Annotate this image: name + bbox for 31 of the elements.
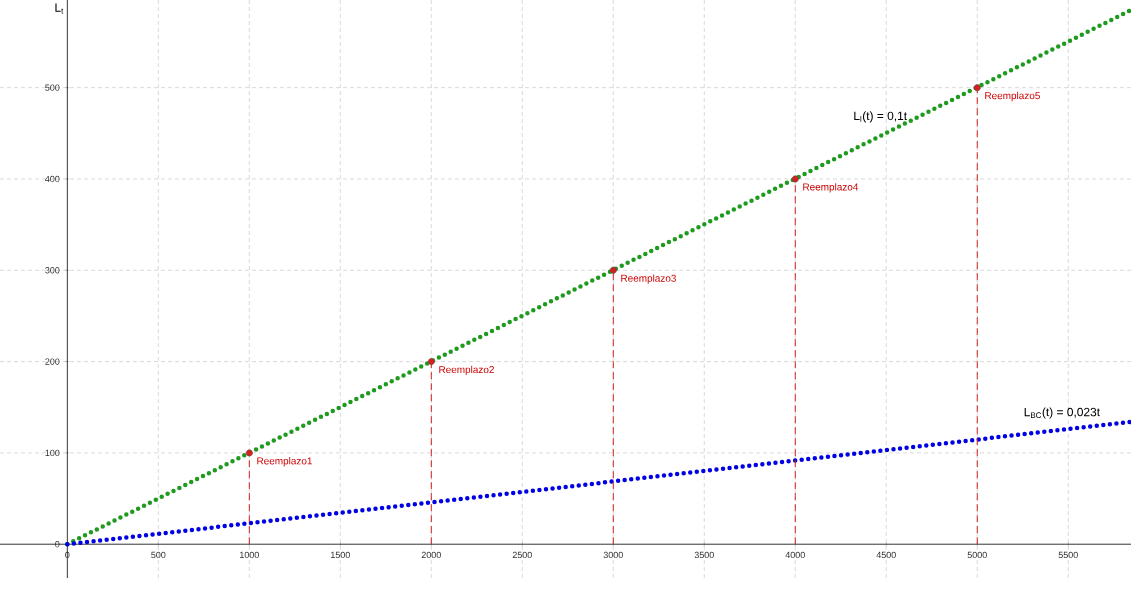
annotation: Reemplazo4 <box>803 183 859 193</box>
x-tick-label: 2500 <box>512 551 532 559</box>
y-axis-title: L$_{t}$ <box>55 3 64 14</box>
annotation: Reemplazo2 <box>439 365 494 376</box>
x-tick-label: 4500 <box>876 551 896 559</box>
x-tick-label: 5000 <box>967 551 987 559</box>
annotation: Reemplazo5 <box>985 91 1040 102</box>
y-tick-label: 200 <box>45 358 60 365</box>
series-label: L$_{l}$(t) = 0,1t <box>854 111 907 123</box>
point <box>245 449 253 457</box>
y-tick-label: 400 <box>45 175 60 183</box>
annotation: Reemplazo1 <box>257 457 312 467</box>
point <box>973 84 981 92</box>
x-tick-label: 0 <box>65 551 70 559</box>
point <box>791 175 799 183</box>
annotation: Reemplazo3 <box>621 274 676 284</box>
y-tick-label: 100 <box>45 449 60 457</box>
x-tick-label: 3000 <box>603 551 623 559</box>
x-tick-label: 1000 <box>240 551 259 559</box>
x-tick-label: 4000 <box>785 551 805 559</box>
x-tick-label: 1500 <box>331 551 350 559</box>
x-tick-label: 2000 <box>421 551 441 559</box>
series-label: L$_{BC}$(t) = 0,023t <box>1024 407 1100 419</box>
x-tick-label: 5500 <box>1058 551 1078 559</box>
x-tick-label: 500 <box>151 551 166 559</box>
x-tick-label: 3500 <box>694 551 714 559</box>
y-tick-label: 500 <box>45 84 60 91</box>
y-tick-label: 0 <box>55 541 60 548</box>
point <box>427 358 435 366</box>
y-tick-label: 300 <box>45 267 60 274</box>
point <box>609 266 617 274</box>
